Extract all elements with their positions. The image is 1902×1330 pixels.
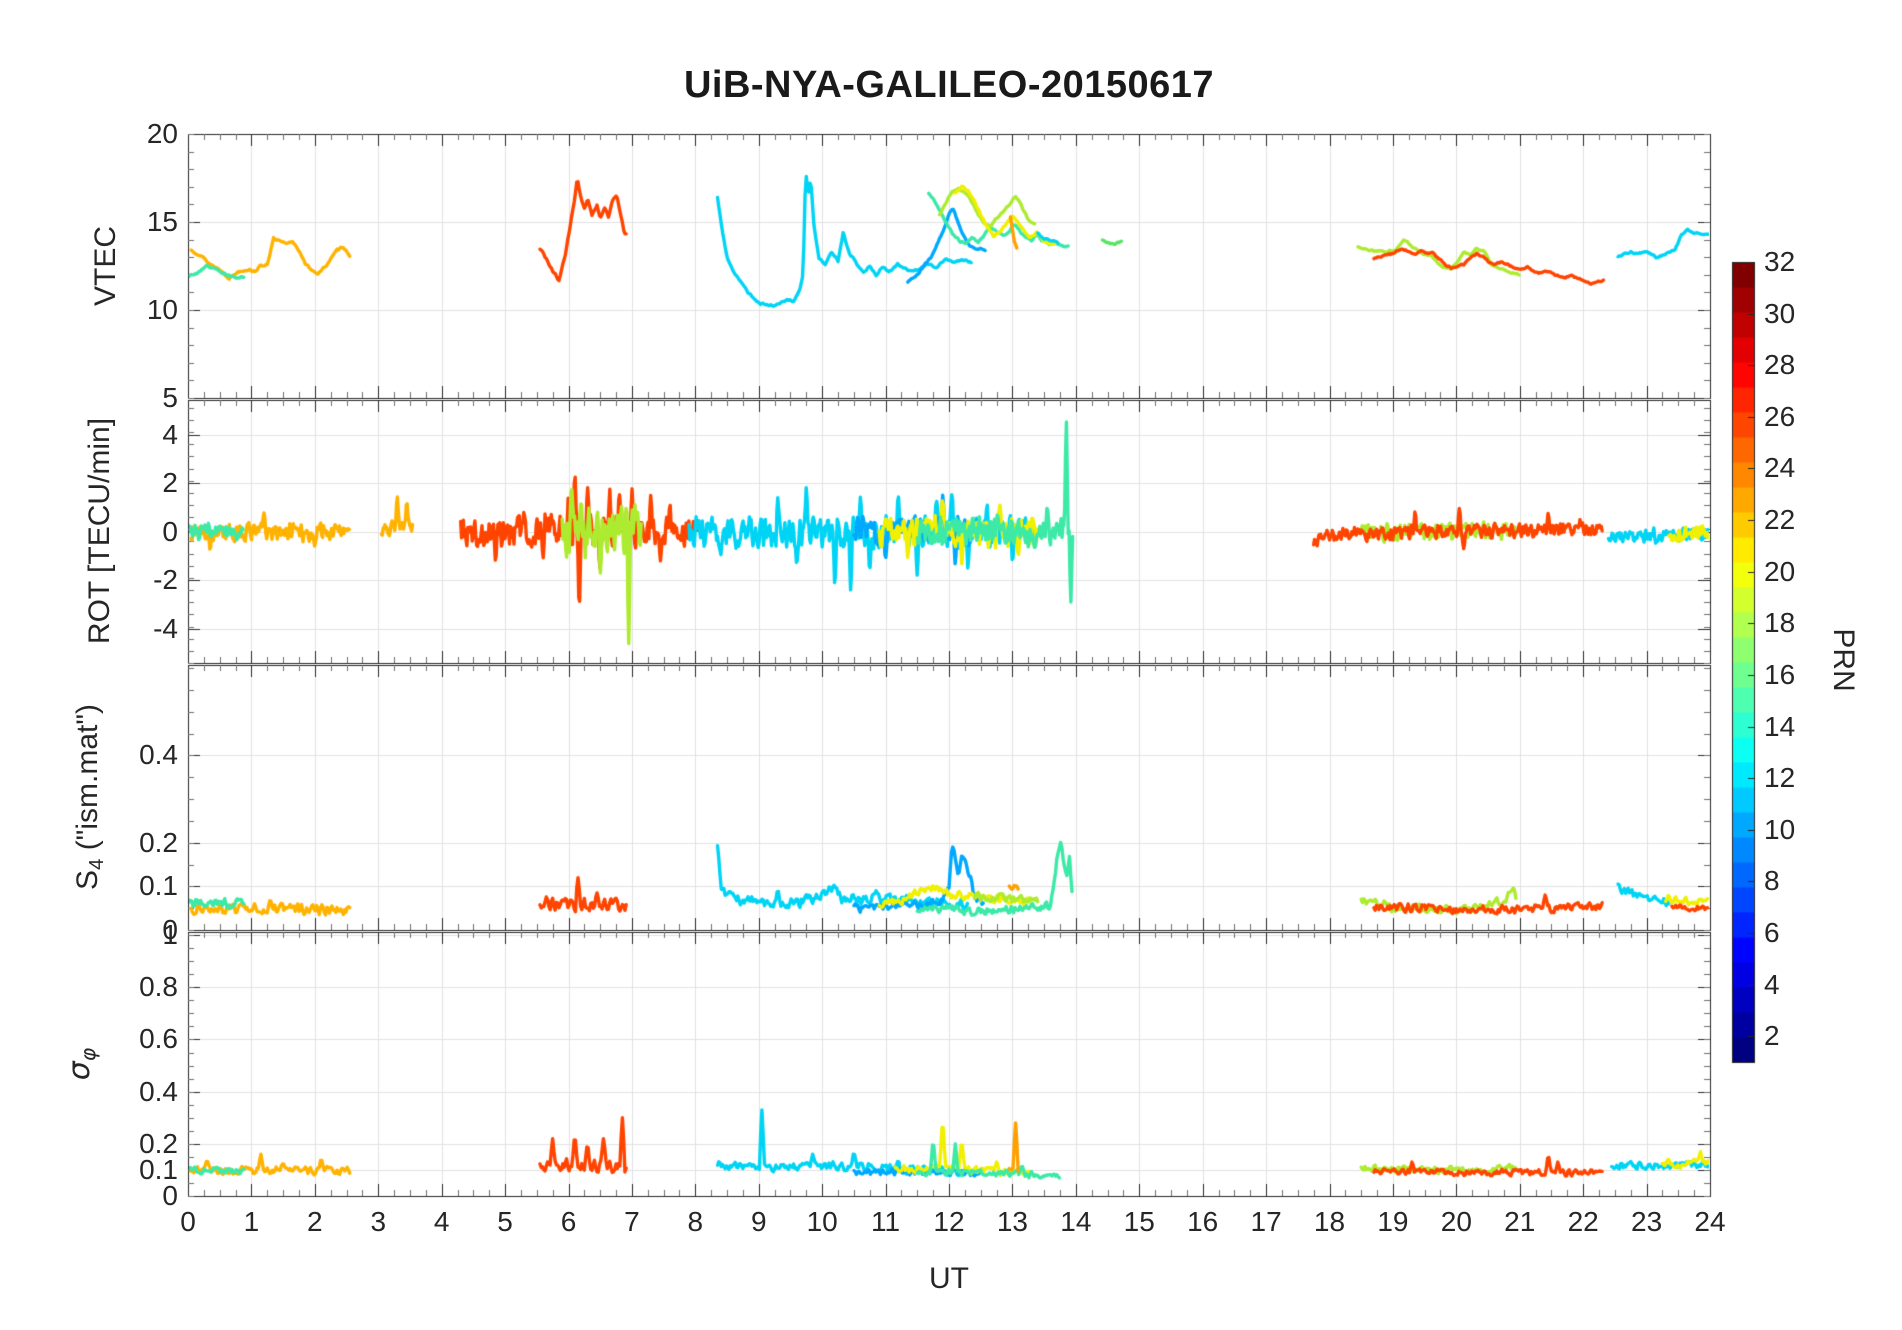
figure-canvas	[0, 0, 1902, 1330]
matlab-figure: UiB-NYA-GALILEO-20150617 UT VTEC ROT [TE…	[0, 0, 1902, 1330]
